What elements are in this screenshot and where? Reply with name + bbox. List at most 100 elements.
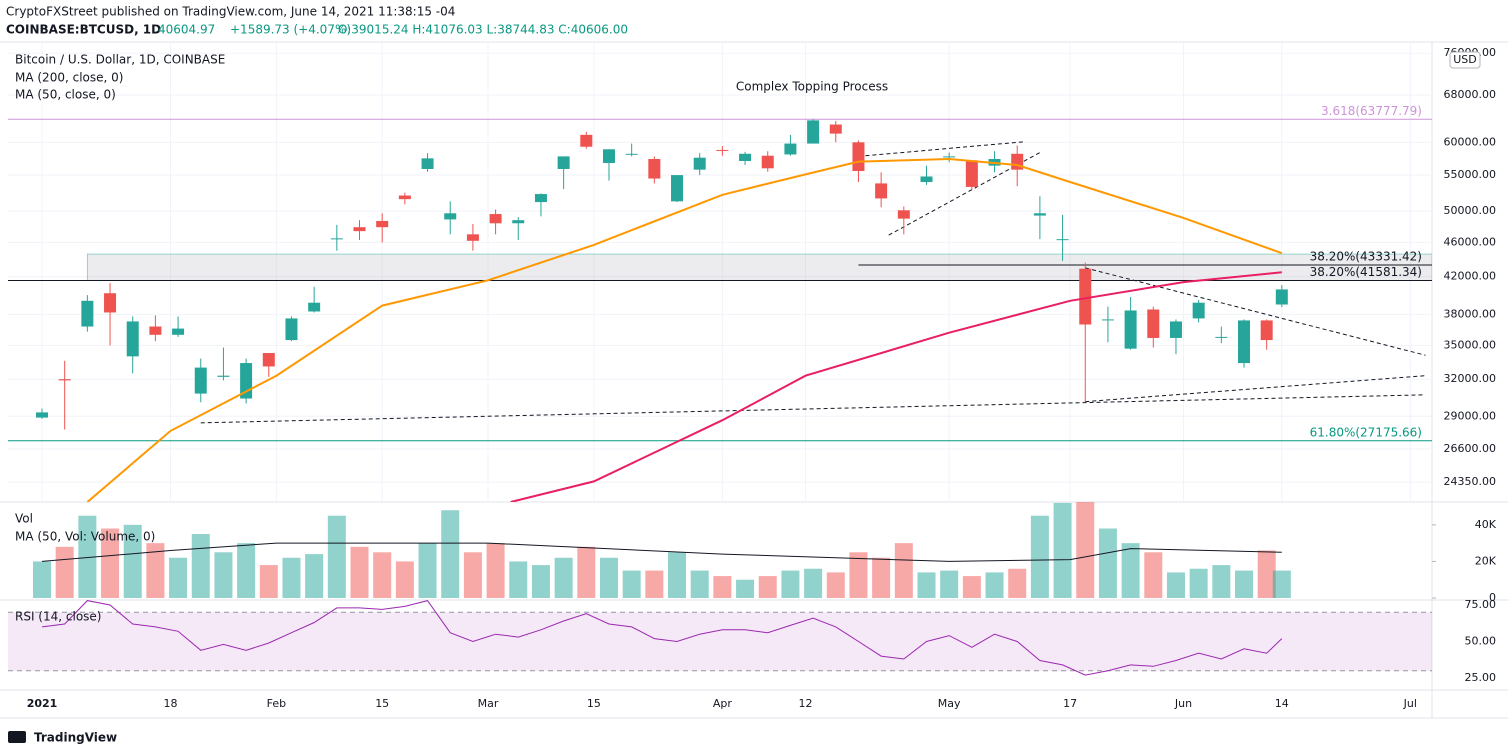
y-tick-label: 29000.00 [1444,409,1497,422]
x-tick-label: Mar [478,697,499,710]
currency: USD [1453,53,1477,66]
candle-body [784,143,797,155]
volume-bar [645,570,664,598]
volume-bar [690,570,709,598]
candle-body [217,375,230,377]
candle-body [104,293,117,313]
volume-bar [1272,570,1291,598]
price-title: Bitcoin / U.S. Dollar, 1D, COINBASE [15,53,225,67]
candle-body [1124,310,1137,349]
volume-bar [55,546,74,598]
x-tick-label: 17 [1063,697,1077,710]
y-tick-label: 50000.00 [1444,204,1497,217]
volume-bar [1121,543,1140,598]
volume-bar [123,524,142,598]
volume-bar [736,579,755,598]
volume-bar [894,543,913,598]
candle-body [716,149,729,151]
candle-body [444,213,457,220]
candle-body [308,302,321,312]
candle-body [1275,289,1288,305]
volume-bar [531,565,550,598]
candle-body [965,160,978,187]
volume-bar [1053,502,1072,598]
volume-bar [917,572,936,598]
volume-bar [1144,552,1163,598]
x-tick-label: 14 [1275,697,1289,710]
volume-bar [350,546,369,598]
x-tick-label: Jun [1174,697,1192,710]
rsi-title: RSI (14, close) [15,610,101,624]
y-tick-label: 35000.00 [1444,338,1497,351]
candle-body [875,183,888,199]
volume-bar [1189,568,1208,598]
price-change: +1589.73 (+4.07%) [230,23,351,37]
ma-line [510,271,1282,502]
x-tick-label: Feb [267,697,286,710]
level-label: 61.80%(27175.66) [1310,425,1422,439]
candle-body [648,159,661,179]
volume-bar [305,554,324,598]
y-tick-label: 20K [1475,554,1497,567]
level-label: 38.20%(41581.34) [1310,265,1422,279]
volume-title: Vol [15,512,33,526]
candle-body [943,156,956,158]
volume-bar [781,570,800,598]
x-tick-label: 15 [587,697,601,710]
candle-body [398,195,411,200]
volume-bar [758,576,777,598]
volume-bar [101,528,120,598]
volume-bar [713,576,732,598]
volume-bar [962,576,981,598]
candle-body [172,328,185,335]
candle-body [353,227,366,232]
rsi-band [8,612,1432,671]
candle-body [671,175,684,202]
trendline [1085,375,1426,403]
y-tick-label: 38000.00 [1444,307,1497,320]
candle-body [421,158,434,169]
currency-badge [1449,51,1481,69]
candle-body [625,153,638,155]
candle-body [534,194,547,203]
volume-bar [826,572,845,598]
volume-bar [509,561,528,598]
candle-body [376,220,389,228]
rsi-line [41,600,1283,676]
candle-body [602,149,615,163]
volume-bar [1030,515,1049,598]
rsi-pane [8,600,1432,676]
trendline [200,394,1426,424]
x-tick-label: 12 [799,697,813,710]
volume-bar [804,568,823,598]
level-label: 3.618(63777.79) [1321,104,1422,118]
volume-bar [214,552,233,598]
volume-bar [146,543,165,598]
candle-body [829,124,842,134]
footer: TradingView [34,731,117,745]
candle-body [1147,309,1160,338]
volume-bar [441,510,460,598]
candle-body [285,318,298,341]
x-tick-label: 2021 [27,697,58,710]
trendline [1085,267,1426,356]
price-pane: 3.618(63777.79) 38.20%(43331.42) 38.20%(41… [8,42,1432,502]
legend-entry: MA (50, Vol: Volume, 0) [15,530,155,544]
level-label: 38.20%(43331.42) [1310,249,1422,263]
volume-bar [668,552,687,598]
candle-body [920,176,933,183]
y-tick-label: 60000.00 [1444,135,1497,148]
ohlc: O:39015.24 H:41076.03 L:38744.83 C:40606… [338,23,628,37]
candle-body [739,153,752,161]
volume-bar [1008,568,1027,598]
volume-bar [940,570,959,598]
volume-bar [849,552,868,598]
symbol: COINBASE:BTCUSD, 1D [6,23,161,37]
candle-body [1101,319,1114,321]
candle-body [1192,302,1205,319]
candle-body [81,300,94,327]
volume-bar [1212,565,1231,598]
y-tick-label: 42000.00 [1444,270,1497,283]
y-tick-label: 40K [1475,518,1497,531]
volume-bar [599,557,618,598]
